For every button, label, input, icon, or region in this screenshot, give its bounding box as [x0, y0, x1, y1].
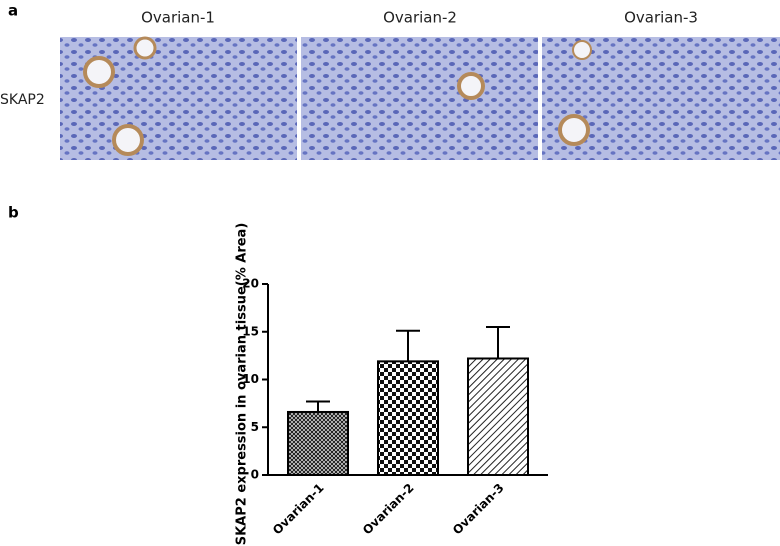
y-tick-label: 0	[251, 468, 259, 482]
bar	[467, 357, 529, 476]
x-tick-label: Ovarian-2	[360, 481, 417, 538]
column-title: Ovarian-2	[383, 9, 457, 27]
column-title: Ovarian-1	[141, 9, 215, 27]
y-tick-label: 20	[242, 277, 259, 291]
y-tick-label: 15	[242, 324, 259, 338]
panel-label: a	[8, 2, 18, 20]
row-label: SKAP2	[0, 92, 45, 108]
y-axis-label: SKAP2 expression in ovarian tissue(% Are…	[235, 223, 250, 546]
bar	[287, 410, 349, 476]
y-tick-label: 5	[251, 420, 259, 434]
micrograph	[301, 37, 538, 160]
micrograph	[542, 37, 780, 160]
micrograph	[60, 36, 297, 160]
panel-label: b	[8, 204, 19, 222]
column-title: Ovarian-3	[624, 9, 698, 27]
x-tick-label: Ovarian-3	[450, 481, 507, 538]
bar	[377, 360, 439, 477]
x-tick-label: Ovarian-1	[270, 481, 327, 538]
y-tick-label: 10	[242, 372, 259, 386]
